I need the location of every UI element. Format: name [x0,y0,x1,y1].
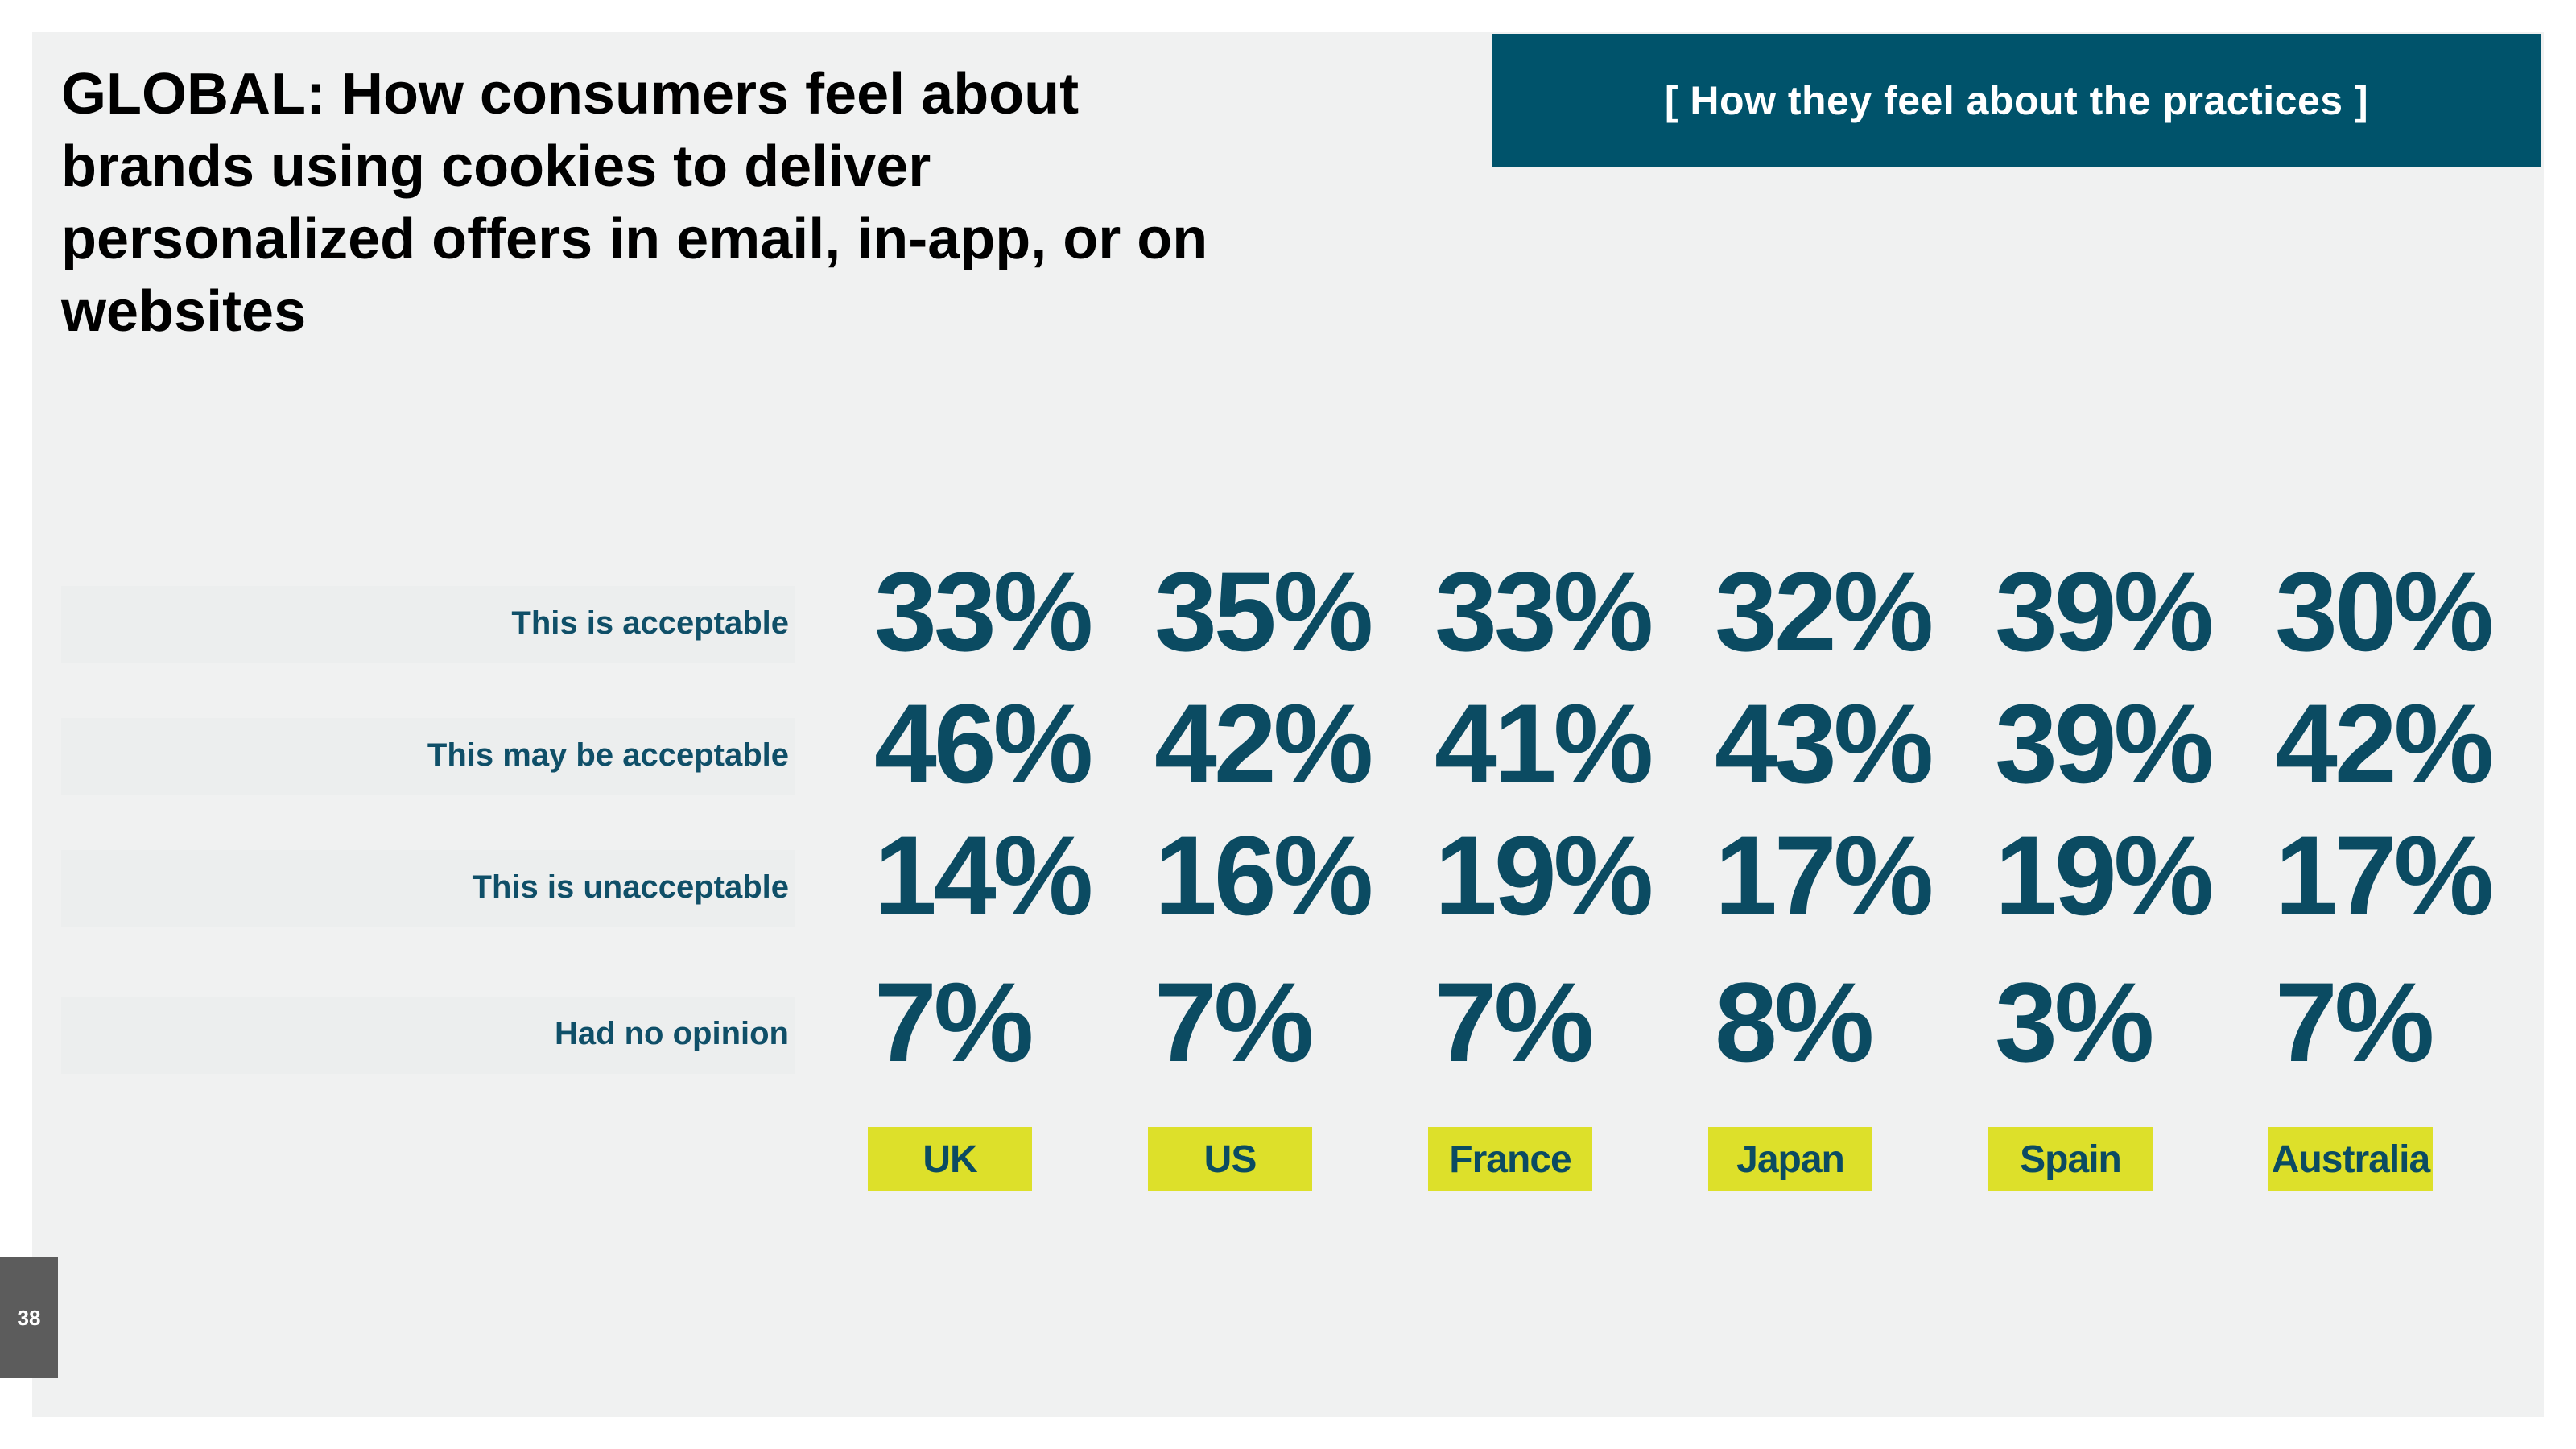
value-cell: 14% [874,812,1093,939]
row-label: This may be acceptable [427,737,789,773]
row-label: This is unacceptable [472,869,789,905]
page-number: 38 [0,1257,58,1378]
value-cell: 35% [1154,548,1373,675]
value-cell: 41% [1435,680,1653,807]
value-cell: 19% [1435,812,1653,939]
country-label: Spain [1988,1127,2153,1191]
row-label: Had no opinion [554,1016,789,1051]
row-label: This is acceptable [511,605,789,641]
value-cell: 33% [1435,548,1653,675]
page-title: GLOBAL: How consumers feel about brands … [61,62,1208,344]
country-label: US [1148,1127,1312,1191]
value-cell: 30% [2275,548,2494,675]
value-cell: 46% [874,680,1093,807]
country-label: Australia [2268,1127,2433,1191]
section-banner: [ How they feel about the practices ] [1492,34,2541,167]
value-cell: 7% [1154,959,1314,1085]
page-number-label: 38 [17,1305,41,1330]
value-cell: 39% [1995,680,2214,807]
country-label: UK [868,1127,1032,1191]
section-banner-label: [ How they feel about the practices ] [1664,78,2369,123]
country-label: France [1428,1127,1592,1191]
value-cell: 3% [1995,959,2154,1085]
value-cell: 7% [874,959,1034,1085]
row-label-background [61,997,795,1074]
country-label: Japan [1708,1127,1872,1191]
value-cell: 42% [2275,680,2494,807]
value-cell: 17% [1715,812,1934,939]
value-cell: 32% [1715,548,1934,675]
value-cell: 33% [874,548,1093,675]
row-label-background [61,718,795,795]
value-cell: 16% [1154,812,1373,939]
value-cell: 7% [1435,959,1594,1085]
value-cell: 42% [1154,680,1373,807]
value-cell: 43% [1715,680,1934,807]
value-cell: 39% [1995,548,2214,675]
value-cell: 17% [2275,812,2494,939]
value-cell: 8% [1715,959,1874,1085]
row-label-background [61,850,795,927]
row-label-background [61,586,795,663]
value-cell: 19% [1995,812,2214,939]
value-cell: 7% [2275,959,2434,1085]
